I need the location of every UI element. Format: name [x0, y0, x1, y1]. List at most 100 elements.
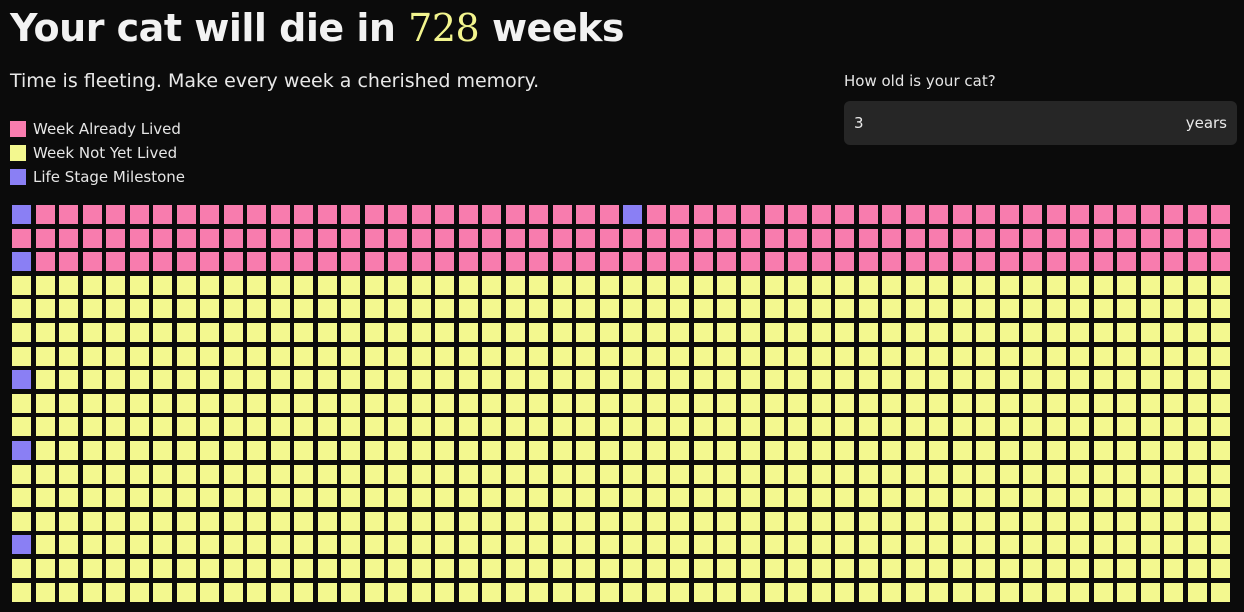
week-cell-future: [999, 275, 1019, 295]
week-cell-future: [153, 558, 173, 578]
week-cell-future: [270, 393, 290, 413]
week-cell-future: [294, 299, 314, 319]
week-cell-future: [646, 511, 666, 531]
week-cell-future: [317, 370, 337, 390]
week-cell-future: [929, 322, 949, 342]
week-cell-future: [82, 275, 102, 295]
week-cell-future: [247, 346, 267, 366]
week-cell-lived: [270, 252, 290, 272]
week-cell-future: [999, 535, 1019, 555]
week-cell-future: [1046, 275, 1066, 295]
week-cell-future: [999, 346, 1019, 366]
week-cell-future: [106, 275, 126, 295]
week-cell-future: [599, 299, 619, 319]
week-cell-lived: [176, 205, 196, 224]
week-cell-future: [364, 322, 384, 342]
week-cell-future: [905, 488, 925, 508]
week-cell-future: [1211, 558, 1231, 578]
week-cell-future: [1046, 582, 1066, 602]
week-cell-future: [35, 299, 55, 319]
cat-age-input[interactable]: [844, 101, 1144, 145]
title-suffix: weeks: [491, 6, 625, 50]
week-cell-future: [811, 535, 831, 555]
week-cell-future: [270, 275, 290, 295]
week-cell-future: [200, 558, 220, 578]
week-cell-future: [717, 488, 737, 508]
week-cell-future: [623, 440, 643, 460]
week-cell-future: [200, 322, 220, 342]
week-cell-future: [129, 275, 149, 295]
week-cell-future: [740, 417, 760, 437]
week-cell-lived: [693, 205, 713, 224]
week-cell-future: [740, 393, 760, 413]
week-cell-lived: [364, 252, 384, 272]
week-cell-future: [458, 417, 478, 437]
week-cell-future: [364, 370, 384, 390]
week-cell-future: [764, 464, 784, 484]
week-cell-future: [317, 464, 337, 484]
week-cell-lived: [717, 205, 737, 224]
week-cell-future: [82, 582, 102, 602]
week-cell-future: [35, 275, 55, 295]
week-cell-future: [646, 275, 666, 295]
week-cell-future: [59, 511, 79, 531]
week-cell-future: [811, 488, 831, 508]
week-cell-future: [576, 275, 596, 295]
week-cell-future: [858, 511, 878, 531]
week-cell-future: [435, 322, 455, 342]
week-cell-lived: [552, 205, 572, 224]
week-cell-future: [129, 417, 149, 437]
week-cell-future: [882, 440, 902, 460]
page-subtitle: Time is fleeting. Make every week a cher…: [10, 70, 540, 92]
week-cell-future: [905, 275, 925, 295]
week-cell-future: [1140, 488, 1160, 508]
week-cell-future: [270, 346, 290, 366]
week-cell-future: [82, 464, 102, 484]
week-cell-future: [670, 417, 690, 437]
week-cell-future: [835, 393, 855, 413]
week-cell-future: [1117, 464, 1137, 484]
week-cell-future: [129, 511, 149, 531]
week-cell-future: [411, 417, 431, 437]
week-cell-future: [764, 346, 784, 366]
week-cell-lived: [929, 205, 949, 224]
week-cell-future: [764, 582, 784, 602]
week-cell-future: [693, 393, 713, 413]
week-cell-future: [1046, 558, 1066, 578]
week-cell-lived: [788, 252, 808, 272]
week-cell-future: [858, 417, 878, 437]
week-cell-future: [882, 370, 902, 390]
week-cell-future: [1023, 299, 1043, 319]
week-cell-future: [576, 488, 596, 508]
cat-age-field[interactable]: years: [844, 101, 1237, 145]
week-cell-future: [811, 558, 831, 578]
week-cell-future: [153, 440, 173, 460]
week-cell-future: [929, 275, 949, 295]
week-cell-lived: [952, 228, 972, 248]
week-cell-future: [552, 511, 572, 531]
week-cell-future: [435, 370, 455, 390]
week-cell-future: [552, 488, 572, 508]
week-cell-future: [740, 582, 760, 602]
week-cell-future: [294, 346, 314, 366]
week-cell-future: [176, 440, 196, 460]
week-cell-lived: [341, 252, 361, 272]
week-cell-future: [505, 511, 525, 531]
week-cell-future: [882, 275, 902, 295]
week-cell-future: [858, 346, 878, 366]
week-cell-future: [835, 464, 855, 484]
week-cell-future: [835, 488, 855, 508]
week-cell-future: [1070, 275, 1090, 295]
week-cell-future: [458, 511, 478, 531]
week-cell-lived: [811, 228, 831, 248]
week-cell-future: [952, 322, 972, 342]
week-cell-future: [529, 440, 549, 460]
week-cell-lived: [388, 228, 408, 248]
week-cell-future: [59, 393, 79, 413]
week-cell-future: [35, 582, 55, 602]
week-cell-lived: [364, 205, 384, 224]
week-cell-future: [223, 275, 243, 295]
week-cell-future: [858, 440, 878, 460]
week-cell-future: [223, 299, 243, 319]
week-cell-future: [223, 511, 243, 531]
